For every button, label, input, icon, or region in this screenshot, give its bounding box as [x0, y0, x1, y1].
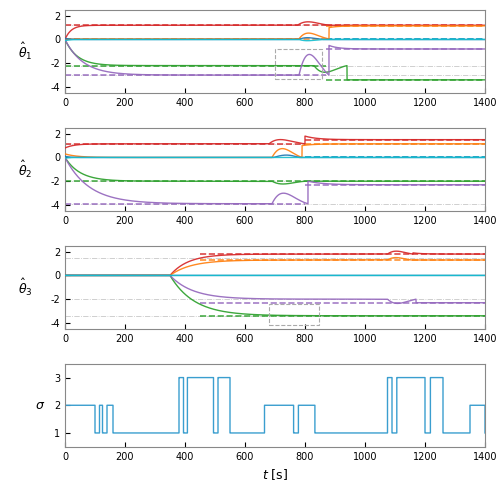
Bar: [275, 49, 322, 79]
Y-axis label: $\hat{\theta}_2$: $\hat{\theta}_2$: [18, 159, 32, 180]
X-axis label: $t\ \mathrm{[s]}$: $t\ \mathrm{[s]}$: [262, 467, 288, 482]
Y-axis label: $\sigma$: $\sigma$: [35, 399, 45, 412]
Bar: [269, 304, 318, 325]
Y-axis label: $\hat{\theta}_3$: $\hat{\theta}_3$: [18, 277, 32, 298]
Y-axis label: $\hat{\theta}_1$: $\hat{\theta}_1$: [18, 41, 32, 62]
